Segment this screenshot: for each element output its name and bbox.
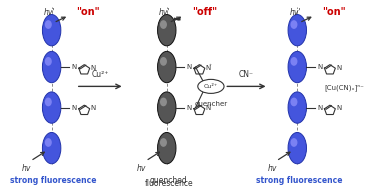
Text: strong fluorescence: strong fluorescence <box>256 176 343 185</box>
Text: N: N <box>91 105 96 111</box>
Text: "off": "off" <box>192 7 217 17</box>
Ellipse shape <box>290 57 298 66</box>
Text: hv': hv' <box>44 8 55 17</box>
Ellipse shape <box>45 57 52 66</box>
Ellipse shape <box>158 92 176 123</box>
Text: strong fluorescence: strong fluorescence <box>10 176 97 185</box>
Ellipse shape <box>158 132 176 164</box>
Text: "on": "on" <box>322 7 346 17</box>
Text: "on": "on" <box>76 7 100 17</box>
Text: CN⁻: CN⁻ <box>239 70 254 79</box>
Ellipse shape <box>45 98 52 106</box>
Ellipse shape <box>158 51 176 83</box>
Text: hv: hv <box>22 164 31 173</box>
Ellipse shape <box>290 138 298 147</box>
Ellipse shape <box>42 15 61 46</box>
Text: N: N <box>91 65 96 71</box>
Ellipse shape <box>42 51 61 83</box>
Text: ⁺: ⁺ <box>209 64 212 69</box>
Ellipse shape <box>45 20 52 29</box>
Text: N: N <box>72 105 77 111</box>
Ellipse shape <box>158 15 176 46</box>
Ellipse shape <box>160 138 167 147</box>
Ellipse shape <box>45 138 52 147</box>
Text: hv: hv <box>268 164 277 173</box>
Text: N: N <box>336 65 341 71</box>
Text: hv': hv' <box>290 8 301 17</box>
Text: quencher: quencher <box>194 101 227 107</box>
Text: Cu²⁺: Cu²⁺ <box>204 84 218 89</box>
Ellipse shape <box>198 79 224 93</box>
Text: N: N <box>187 105 192 111</box>
Text: N: N <box>317 105 323 111</box>
Text: N: N <box>72 64 77 70</box>
Ellipse shape <box>288 15 307 46</box>
Ellipse shape <box>160 20 167 29</box>
Text: Cu²⁺: Cu²⁺ <box>91 70 109 79</box>
Ellipse shape <box>290 20 298 29</box>
Ellipse shape <box>288 132 307 164</box>
Text: ⁺: ⁺ <box>209 104 212 109</box>
Text: hv: hv <box>137 164 147 173</box>
Text: hv': hv' <box>159 8 171 17</box>
Text: N: N <box>317 64 323 70</box>
Text: quenched: quenched <box>150 176 187 185</box>
Text: N: N <box>187 64 192 70</box>
Ellipse shape <box>288 51 307 83</box>
Ellipse shape <box>288 92 307 123</box>
Text: N: N <box>336 105 341 111</box>
Text: [Cu(CN)ₓ]ⁿ⁻: [Cu(CN)ₓ]ⁿ⁻ <box>324 84 364 91</box>
Ellipse shape <box>42 132 61 164</box>
Ellipse shape <box>290 98 298 106</box>
Ellipse shape <box>160 57 167 66</box>
Ellipse shape <box>42 92 61 123</box>
Text: fluorescence: fluorescence <box>144 179 193 188</box>
Text: N: N <box>205 65 211 71</box>
Text: N: N <box>205 105 211 111</box>
Ellipse shape <box>160 98 167 106</box>
